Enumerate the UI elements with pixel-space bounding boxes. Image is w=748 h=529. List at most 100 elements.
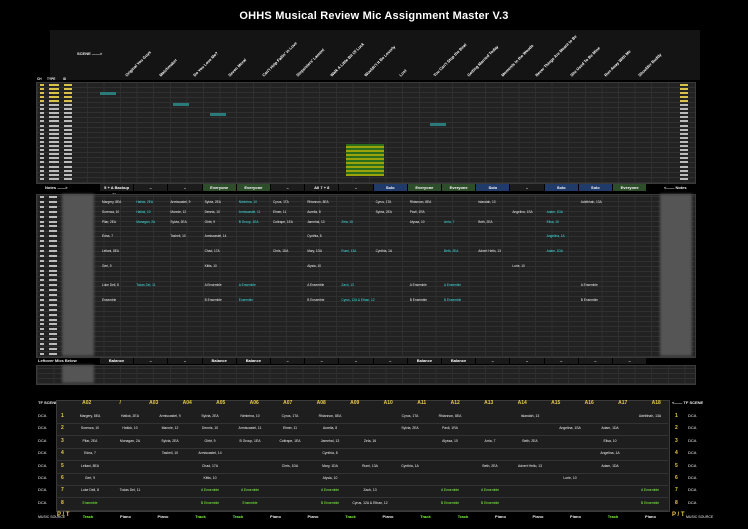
notes-cell[interactable]: Everyone xyxy=(407,184,441,191)
tf-cell[interactable]: Lorie, 10 xyxy=(563,476,577,480)
tf-cell[interactable]: B Ensemble xyxy=(200,500,220,505)
notes-cell[interactable]: Solo xyxy=(544,184,578,191)
tf-cell[interactable]: Rhiannon, 8EA xyxy=(438,414,462,418)
assignment-cell[interactable]: Beth, 2EA xyxy=(444,249,459,253)
tf-cell[interactable]: Adam, 1DA xyxy=(601,426,619,431)
tf-cell[interactable]: Edna, 7 xyxy=(84,451,96,456)
assignment-cell[interactable]: Islandah, 13 xyxy=(478,200,496,204)
assignment-cell[interactable]: Arria, 7 xyxy=(444,219,455,224)
tf-cell[interactable]: A Ensemble xyxy=(200,488,220,493)
assignment-cell[interactable]: Adelbhah, 13A xyxy=(580,200,602,204)
tf-cell[interactable]: A Ensemble xyxy=(240,488,260,493)
tf-cell[interactable]: Angelina, 1A xyxy=(600,451,620,456)
assignment-cell[interactable]: Rhiannon, 8EA xyxy=(409,200,432,204)
assignment-cell[interactable]: Mannie, 12 xyxy=(170,209,187,214)
assignment-cell[interactable]: Cyrus, 12A & Ethan, 12 xyxy=(341,298,375,302)
tf-cell[interactable]: Angelina, 1SA xyxy=(559,426,581,431)
assignment-cell[interactable]: Margery, 8EA xyxy=(102,200,122,204)
tf-cell[interactable]: A Ensemble xyxy=(440,488,460,493)
balance-cell[interactable]: – xyxy=(510,358,544,364)
assignment-cell[interactable]: A Ensemble xyxy=(580,283,598,288)
tf-cell[interactable]: Cyrus, 1TA xyxy=(401,414,419,418)
balance-cell[interactable]: Balance xyxy=(100,358,134,364)
assignment-cell[interactable]: Girbt, 9 xyxy=(204,219,216,224)
tf-cell[interactable]: Dennis, 10 xyxy=(201,426,219,431)
assignment-grid[interactable] xyxy=(36,194,696,358)
tf-cell[interactable]: Gerl, 9 xyxy=(84,476,96,480)
notes-cell[interactable]: – xyxy=(271,184,305,191)
tf-cell[interactable]: Cyrus, 1TA xyxy=(281,414,299,418)
tf-cell[interactable]: Rumi, 13A xyxy=(362,463,378,468)
assignment-cell[interactable]: A Ensemble xyxy=(444,283,462,288)
assignment-cell[interactable]: B Ensemble xyxy=(409,298,427,302)
tf-cell[interactable]: Tasheli, 10 xyxy=(161,451,179,456)
assignment-cell[interactable]: B Ensemble xyxy=(307,298,325,302)
notes-cell[interactable]: Everyone xyxy=(202,184,236,191)
assignment-cell[interactable]: Chris, 1DA xyxy=(273,249,289,253)
tf-cell[interactable]: Chad, 17A xyxy=(201,463,219,468)
assignment-cell[interactable]: Hatlok, 10 xyxy=(136,209,151,214)
tf-cell[interactable]: Margery, 8EA xyxy=(79,414,101,418)
tf-cell[interactable]: Zach, 13 xyxy=(363,488,377,493)
tf-cell[interactable]: Cynthia, 1A xyxy=(401,463,419,468)
tf-cell[interactable]: Sylvia, 2EA xyxy=(161,438,179,443)
tf-cell[interactable]: Chris, 1DA xyxy=(281,463,299,468)
tf-cell[interactable]: Armiscastel, 14 xyxy=(198,451,222,456)
tf-cell[interactable]: Ensemble xyxy=(242,500,258,505)
assignment-cell[interactable]: Adam, 1DA xyxy=(546,249,563,253)
cell-highlight-block[interactable] xyxy=(346,144,384,176)
tf-cell[interactable]: Alyssa, 10 xyxy=(442,438,458,443)
tf-cell[interactable]: Hatlok, 2EA xyxy=(121,414,139,418)
tf-cell[interactable]: Pavil, 1RA xyxy=(442,426,458,431)
tf-cell[interactable]: Coltrape, 1EA xyxy=(279,438,301,443)
music-source-cell[interactable]: Track xyxy=(345,514,356,519)
balance-cell[interactable]: – xyxy=(578,358,612,364)
assignment-cell[interactable]: Armiscastel, 9 xyxy=(170,200,191,204)
tf-cell[interactable]: Adelbhah, 13A xyxy=(638,414,662,418)
cell-highlight[interactable] xyxy=(100,92,116,95)
balance-cell[interactable]: – xyxy=(476,358,510,364)
tf-cell[interactable]: Sylvia, 2EA xyxy=(401,426,419,431)
music-source-cell[interactable]: Piano xyxy=(532,514,544,519)
tf-cell[interactable]: Islandah, 13 xyxy=(520,414,540,418)
cell-highlight[interactable] xyxy=(173,103,189,106)
balance-cell[interactable]: – xyxy=(613,358,647,364)
balance-cell[interactable]: – xyxy=(305,358,339,364)
cell-highlight[interactable] xyxy=(210,113,226,116)
assignment-cell[interactable]: Angelina, 1A xyxy=(546,234,565,239)
cell-highlight[interactable] xyxy=(430,123,446,126)
assignment-cell[interactable]: Cynthia, 1A xyxy=(375,249,393,253)
notes-cell[interactable]: Everyone xyxy=(236,184,270,191)
tf-cell[interactable]: B Group, 1EA xyxy=(239,438,261,443)
tf-cell[interactable]: B Ensemble xyxy=(440,500,460,505)
assignment-cell[interactable]: Aurelia, 8 xyxy=(307,209,321,214)
assignment-cell[interactable]: Sylvia, 2EA xyxy=(375,209,392,214)
assignment-cell[interactable]: Adam, 1DA xyxy=(546,209,563,214)
tf-cell[interactable]: Hatlok, 10 xyxy=(122,426,138,431)
tf-cell[interactable]: A Ensemble xyxy=(480,488,500,493)
notes-cell[interactable]: Solo xyxy=(373,184,407,191)
tf-cell[interactable]: Zela, 16 xyxy=(363,438,377,443)
tf-cell[interactable]: Aurelia, 8 xyxy=(322,426,338,431)
assignment-cell[interactable]: Zela, 16 xyxy=(341,219,353,224)
assignment-cell[interactable]: Lorie, 10 xyxy=(512,263,525,268)
assignment-cell[interactable]: Zach, 13 xyxy=(341,283,354,288)
notes-cell[interactable]: 5 + A Backup Sing xyxy=(100,184,134,197)
tf-cell[interactable]: Sorenza, 10 xyxy=(80,426,100,431)
tf-cell[interactable]: Beth, 2EA xyxy=(482,463,498,468)
assignment-cell[interactable]: B Ensemble xyxy=(580,298,598,302)
tf-cell[interactable]: Rhiannon, 8EA xyxy=(318,414,342,418)
assignment-cell[interactable]: Coltrape, 1EA xyxy=(273,219,293,224)
tf-cell[interactable]: Sylvia, 2EA xyxy=(201,414,219,418)
balance-cell[interactable]: – xyxy=(271,358,305,364)
assignment-cell[interactable]: Elisa, 10 xyxy=(546,219,559,224)
assignment-cell[interactable]: Nimbrina, 10 xyxy=(238,200,257,204)
tf-cell[interactable]: Mannie, 12 xyxy=(161,426,179,431)
balance-cell[interactable]: – xyxy=(373,358,407,364)
assignment-cell[interactable]: A Ensemble xyxy=(204,283,222,288)
assignment-cell[interactable]: Todas Del, 11 xyxy=(136,283,156,288)
balance-cell[interactable]: Balance xyxy=(407,358,441,364)
tf-cell[interactable]: Armiscastel, 9 xyxy=(159,414,181,418)
balance-cell[interactable]: – xyxy=(168,358,202,364)
music-source-cell[interactable]: Piano xyxy=(157,514,169,519)
